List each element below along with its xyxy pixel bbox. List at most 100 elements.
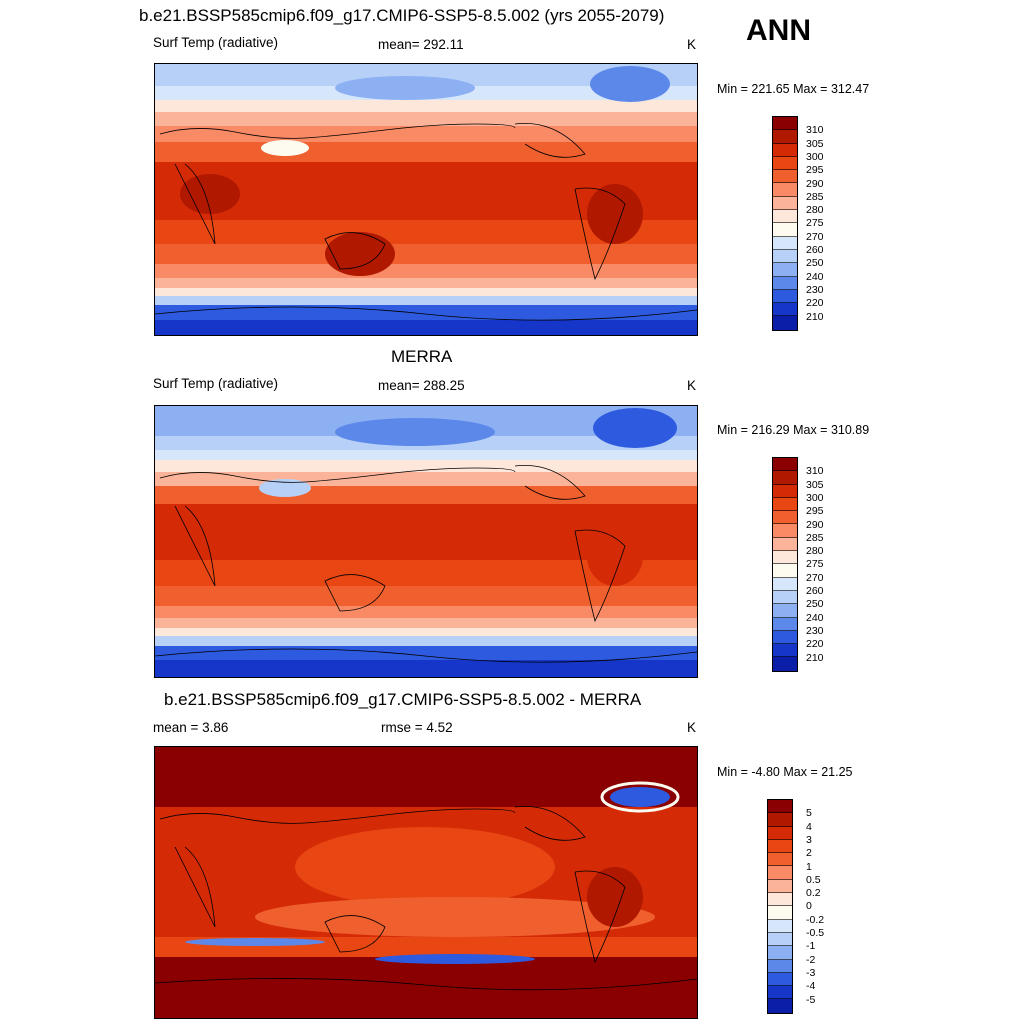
panel-2-title: MERRA [391, 347, 453, 366]
colorbar-swatch [768, 946, 792, 960]
colorbar-swatch [773, 458, 797, 472]
colorbar-tick-label: 5 [806, 807, 812, 820]
colorbar-swatch [773, 630, 797, 645]
colorbar-swatch [773, 511, 797, 525]
colorbar-swatch [773, 249, 797, 264]
colorbar-swatch [773, 471, 797, 485]
panel-1-map-svg [155, 64, 697, 335]
colorbar-swatch [768, 853, 792, 867]
colorbar-tick-label: 0.5 [806, 873, 821, 886]
panel-3-title: b.e21.BSSP585cmip6.f09_g17.CMIP6-SSP5-8.… [164, 690, 642, 709]
panel-2-colorbar [772, 457, 798, 672]
panel-3-rmse-label: rmse = 4.52 [381, 720, 453, 735]
colorbar-swatch [773, 497, 797, 512]
panel-3-mean-label: mean = 3.86 [153, 720, 229, 735]
colorbar-tick-label: 290 [806, 518, 824, 531]
panel-1-map [154, 63, 698, 336]
colorbar-tick-label: 260 [806, 585, 824, 597]
colorbar-swatch [768, 839, 792, 854]
colorbar-swatch [773, 316, 797, 330]
colorbar-swatch [773, 289, 797, 304]
colorbar-tick-label: 280 [806, 545, 824, 558]
colorbar-tick-label: 310 [806, 465, 824, 478]
colorbar-tick-label: 230 [806, 624, 824, 637]
colorbar-swatch [773, 590, 797, 605]
colorbar-tick-label: 250 [806, 598, 824, 611]
colorbar-tick-label: 300 [806, 150, 824, 163]
colorbar-tick-label: 220 [806, 638, 824, 651]
colorbar-swatch [773, 303, 797, 317]
colorbar-tick-label: 280 [806, 204, 824, 217]
panel-2-variable-label: Surf Temp (radiative) [153, 376, 279, 391]
panel-3-units-label: K [687, 720, 697, 735]
colorbar-tick-label: 270 [806, 571, 824, 584]
colorbar-swatch [768, 826, 792, 840]
colorbar-swatch [773, 170, 797, 184]
colorbar-tick-label: 305 [806, 137, 824, 150]
colorbar-tick-label: 1 [806, 860, 812, 873]
colorbar-swatch [773, 537, 797, 552]
colorbar-tick-label: 300 [806, 491, 824, 504]
colorbar-swatch [773, 156, 797, 171]
panel-2-units-label: K [687, 378, 697, 393]
season-label: ANN [746, 14, 811, 47]
panel-2-map [154, 405, 698, 678]
panel-1-mean-label: mean= 292.11 [378, 37, 464, 52]
colorbar-swatch [773, 130, 797, 144]
colorbar-tick-label: 240 [806, 270, 824, 283]
colorbar-swatch [773, 644, 797, 658]
colorbar-tick-label: 275 [806, 217, 824, 230]
colorbar-swatch [773, 183, 797, 197]
colorbar-swatch [773, 117, 797, 131]
colorbar-swatch [773, 143, 797, 157]
panel-1-variable-label: Surf Temp (radiative) [153, 35, 279, 50]
colorbar-swatch [773, 577, 797, 591]
colorbar-swatch [773, 617, 797, 631]
colorbar-swatch [768, 879, 792, 894]
colorbar-tick-label: 305 [806, 478, 824, 491]
panel-3-minmax: Min = -4.80 Max = 21.25 [717, 765, 853, 779]
colorbar-swatch [773, 484, 797, 498]
panel-2-map-svg [155, 406, 697, 677]
colorbar-tick-label: 3 [806, 833, 812, 846]
colorbar-tick-label: 260 [806, 244, 824, 256]
colorbar-swatch [768, 959, 792, 973]
colorbar-tick-label: 285 [806, 190, 824, 203]
colorbar-tick-label: 210 [806, 310, 824, 323]
colorbar-tick-label: -3 [806, 966, 816, 979]
panel-3-colorbar [767, 799, 793, 1014]
colorbar-swatch [768, 906, 792, 920]
panel-1-units-label: K [687, 37, 697, 52]
colorbar-swatch [768, 932, 792, 947]
colorbar-swatch [768, 999, 792, 1013]
colorbar-tick-label: 210 [806, 651, 824, 664]
colorbar-swatch [768, 919, 792, 933]
colorbar-swatch [768, 800, 792, 814]
colorbar-swatch [773, 604, 797, 618]
colorbar-tick-label: 0 [806, 900, 812, 913]
colorbar-tick-label: 295 [806, 164, 824, 177]
colorbar-tick-label: -0.2 [806, 913, 825, 926]
colorbar-swatch [773, 223, 797, 237]
panel-2-mean-label: mean= 288.25 [378, 378, 465, 393]
colorbar-tick-label: 230 [806, 283, 824, 296]
colorbar-tick-label: -1 [806, 940, 816, 953]
colorbar-swatch [773, 564, 797, 578]
colorbar-swatch [773, 210, 797, 224]
colorbar-swatch [773, 524, 797, 538]
colorbar-tick-label: 220 [806, 297, 824, 310]
colorbar-tick-label: 310 [806, 124, 824, 137]
colorbar-swatch [768, 986, 792, 1000]
panel-3-map-svg [155, 747, 697, 1018]
colorbar-tick-label: 295 [806, 505, 824, 518]
panel-1-colorbar [772, 116, 798, 331]
colorbar-swatch [773, 196, 797, 211]
colorbar-tick-label: 0.2 [806, 887, 821, 900]
colorbar-swatch [768, 813, 792, 827]
colorbar-swatch [768, 972, 792, 987]
colorbar-tick-label: 285 [806, 531, 824, 544]
panel-1-minmax: Min = 221.65 Max = 312.47 [717, 82, 870, 96]
colorbar-swatch [768, 893, 792, 907]
colorbar-tick-label: -0.5 [806, 927, 825, 939]
colorbar-tick-label: -2 [806, 953, 816, 966]
